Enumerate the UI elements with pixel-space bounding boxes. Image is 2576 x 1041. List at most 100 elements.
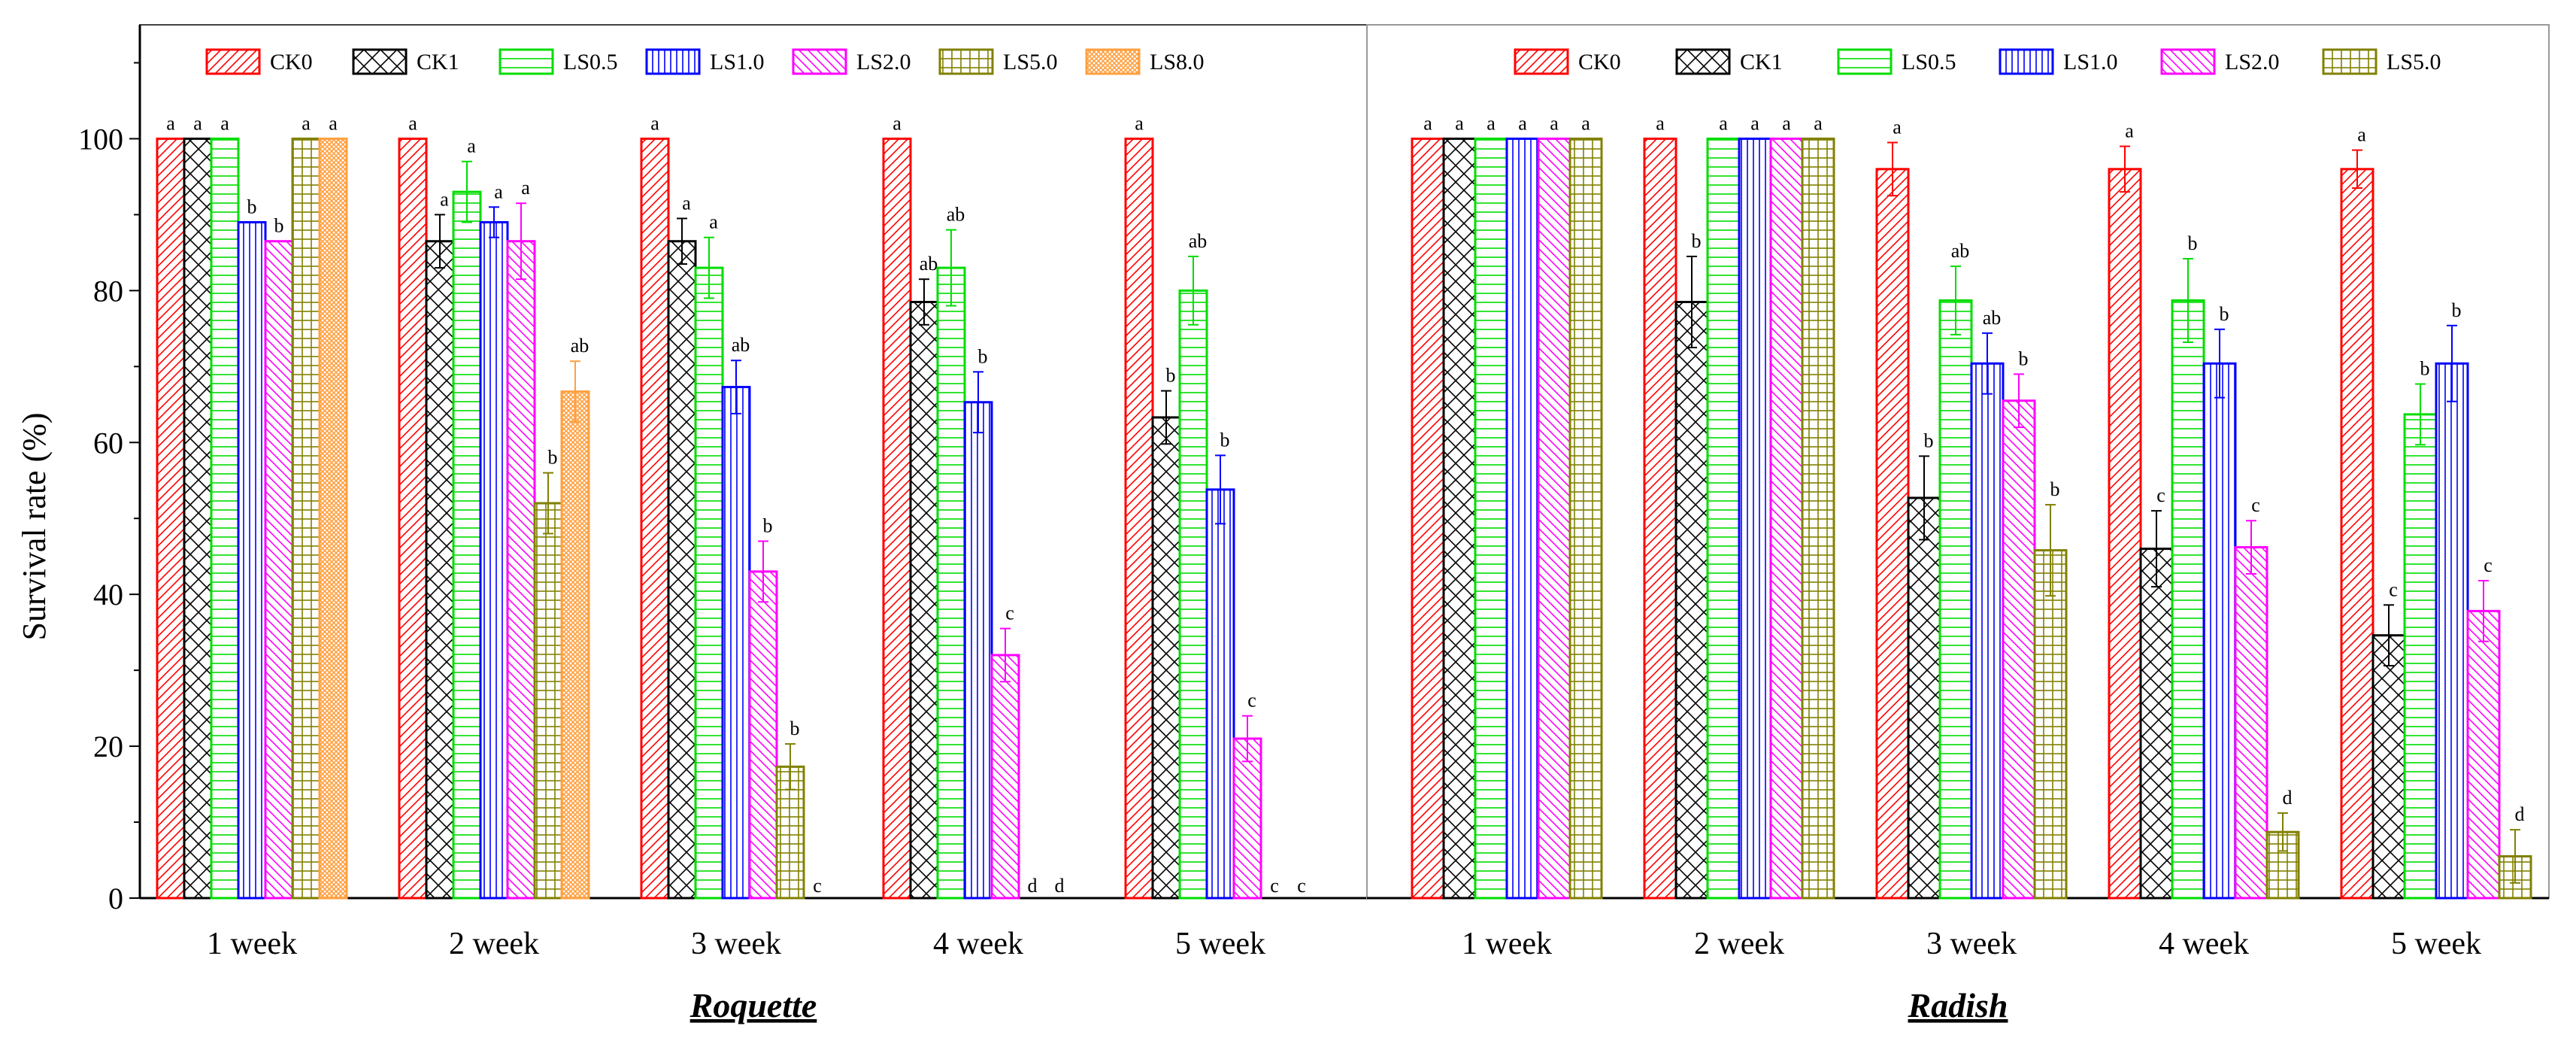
bar-ck1 xyxy=(667,240,697,900)
significance-letter: a xyxy=(2357,124,2366,146)
legend-swatch xyxy=(1675,48,1731,75)
bar-ls0-5 xyxy=(452,190,482,900)
panel-roquette: 0 20 40 60 80 100 CK0 CK1 LS0.5 LS1.0 LS2.0 LS5.0 LS… xyxy=(78,24,1368,1024)
legend-item-ls5-0: LS5.0 xyxy=(2322,48,2441,75)
x-tick-label: 2 week xyxy=(1694,927,1784,961)
bar-ls1-0 xyxy=(2202,362,2237,900)
bar-ck0 xyxy=(156,137,186,900)
significance-letter: d xyxy=(1028,875,1038,897)
significance-letter: ab xyxy=(947,204,965,226)
bar-ls2-0 xyxy=(264,240,294,900)
bar-ls2-0 xyxy=(1537,137,1571,900)
x-tick-label: 1 week xyxy=(1462,927,1552,961)
legend-swatch xyxy=(1514,48,1569,75)
legend-swatch xyxy=(938,48,994,75)
x-tick-label: 3 week xyxy=(691,927,781,961)
significance-letter: b xyxy=(2220,303,2229,325)
significance-letter: a xyxy=(440,188,449,210)
x-tick-label: 4 week xyxy=(2159,927,2249,961)
significance-letter: a xyxy=(1656,112,1665,134)
bar-ls2-0 xyxy=(2234,546,2268,900)
significance-letter: c xyxy=(1005,602,1014,624)
bar-ls5-0 xyxy=(1568,137,1603,900)
legend-swatch xyxy=(499,48,554,75)
panel-title: Radish xyxy=(1908,986,2008,1024)
legend-item-ck0: CK0 xyxy=(205,48,313,75)
significance-letter: ab xyxy=(571,335,589,357)
bar-ls1-0 xyxy=(721,386,751,900)
bar-ck1 xyxy=(2139,548,2174,900)
bar-ck0 xyxy=(2340,168,2374,900)
bar-ls2-0 xyxy=(506,240,536,900)
significance-letter: a xyxy=(709,211,718,233)
bar-ls2-0 xyxy=(2002,399,2036,900)
significance-letter: b xyxy=(2452,299,2462,321)
significance-letter: a xyxy=(521,177,530,199)
bar-ck0 xyxy=(2108,168,2142,900)
significance-letter: b xyxy=(1924,429,1934,451)
significance-letter: b xyxy=(1692,230,1702,252)
bar-ls2-0 xyxy=(748,570,778,900)
legend-swatch xyxy=(1999,48,2054,75)
significance-letter: ab xyxy=(1983,307,2002,329)
bar-ck0 xyxy=(1124,137,1154,900)
legend-item-ls5-0: LS5.0 xyxy=(938,48,1058,75)
legend-swatch xyxy=(1085,48,1141,75)
legend-label: LS5.0 xyxy=(2387,50,2441,74)
bar-ls5-0 xyxy=(2033,549,2068,900)
significance-letter: ab xyxy=(1951,240,1970,262)
y-tick-label: 80 xyxy=(93,274,123,308)
significance-letter: ab xyxy=(1189,230,1208,252)
bar-ck0 xyxy=(1643,137,1677,900)
significance-letter: c xyxy=(2251,494,2260,516)
bar-ck1 xyxy=(1442,137,1477,900)
significance-letter: a xyxy=(1518,112,1527,134)
bar-ls0-5 xyxy=(2403,413,2438,900)
bar-ck1 xyxy=(2371,634,2406,900)
significance-letter: b xyxy=(978,345,988,367)
legend-swatch xyxy=(2322,48,2377,75)
legend-label: LS1.0 xyxy=(710,50,765,74)
legend-item-ls1-0: LS1.0 xyxy=(1999,48,2118,75)
significance-letter: a xyxy=(1581,112,1590,134)
significance-letter: c xyxy=(1297,875,1306,897)
bar-ls2-0 xyxy=(1232,737,1262,900)
significance-letter: a xyxy=(1814,112,1823,134)
legend-swatch xyxy=(352,48,408,75)
legend-label: LS0.5 xyxy=(1902,50,1956,74)
significance-letter: b xyxy=(274,215,284,237)
significance-letter: a xyxy=(1893,116,1902,138)
bar-ls0-5 xyxy=(1178,289,1208,900)
legend-label: LS8.0 xyxy=(1150,50,1205,74)
significance-letter: a xyxy=(1423,112,1432,134)
significance-letter: a xyxy=(220,112,229,134)
bar-ck0 xyxy=(882,137,912,900)
bar-ls1-0 xyxy=(2435,362,2469,900)
legend-item-ck1: CK1 xyxy=(352,48,459,75)
significance-letter: a xyxy=(1487,112,1496,134)
bar-ls0-5 xyxy=(210,137,240,900)
legend-item-ls2-0: LS2.0 xyxy=(792,48,911,75)
significance-letter: ab xyxy=(732,334,750,356)
x-tick-label: 4 week xyxy=(933,927,1023,961)
significance-letter: b xyxy=(247,196,257,217)
bar-ls5-0 xyxy=(1801,137,1835,900)
significance-letter: b xyxy=(2050,478,2060,500)
legend-item-ls0-5: LS0.5 xyxy=(1837,48,1956,75)
significance-letter: b xyxy=(548,447,558,469)
legend-item-ls0-5: LS0.5 xyxy=(499,48,618,75)
bar-ck1 xyxy=(909,300,939,900)
x-tick-label: 1 week xyxy=(207,927,297,961)
bar-ck0 xyxy=(1875,168,1910,900)
legend-label: CK0 xyxy=(270,50,313,74)
significance-letter: b xyxy=(1166,365,1176,387)
panel-title: Roquette xyxy=(689,986,817,1024)
significance-letter: b xyxy=(763,515,773,537)
legend-label: LS2.0 xyxy=(2225,50,2280,74)
bar-ls0-5 xyxy=(1938,299,1973,900)
significance-letter: d xyxy=(2515,803,2525,825)
significance-letter: ab xyxy=(920,253,938,275)
significance-letter: a xyxy=(166,112,175,134)
significance-letter: b xyxy=(1220,429,1230,451)
x-tick-label: 5 week xyxy=(1175,927,1265,961)
